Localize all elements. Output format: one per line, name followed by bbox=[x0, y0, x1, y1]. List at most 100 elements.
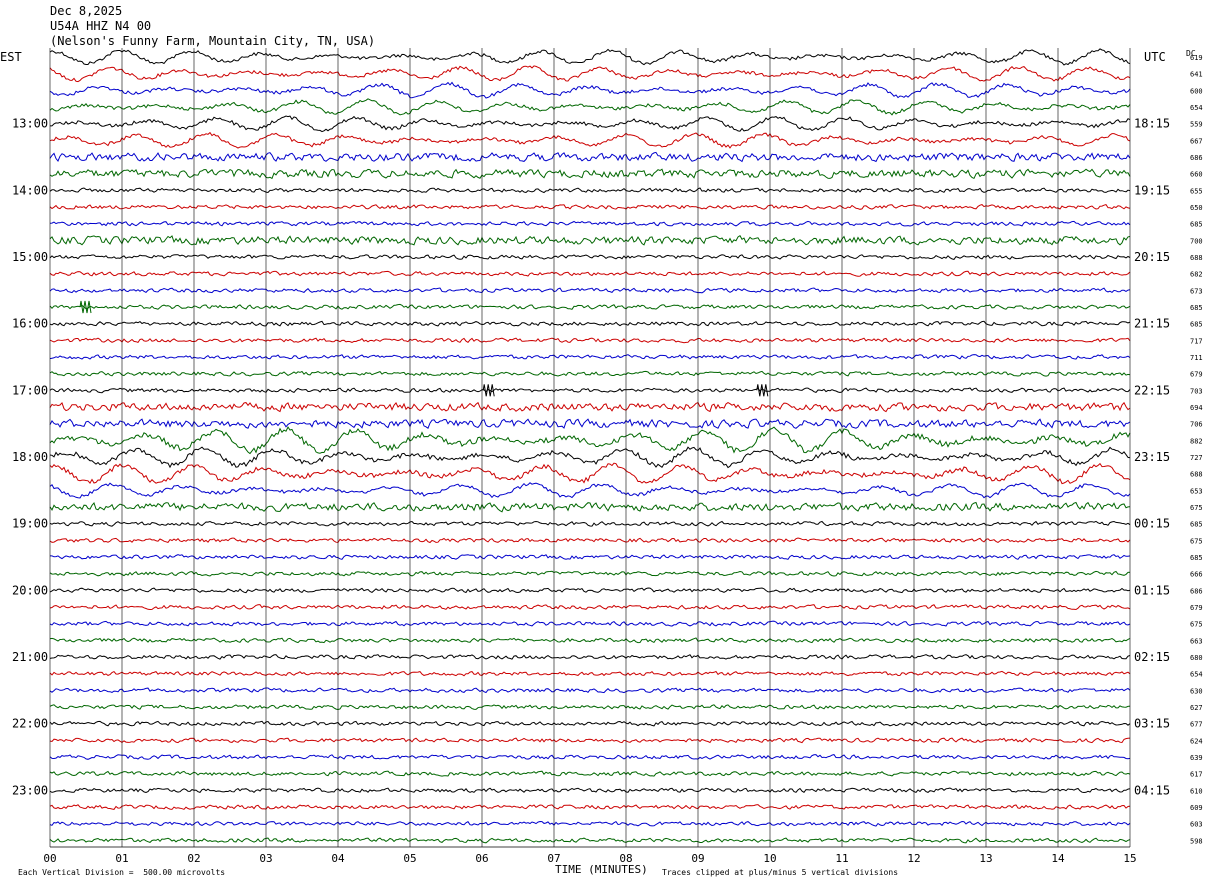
trace-line-22 bbox=[49, 418, 1131, 429]
utc-hour-label: 19:15 bbox=[1134, 183, 1170, 197]
utc-hour-label: 01:15 bbox=[1134, 583, 1170, 597]
x-tick-label: 15 bbox=[1123, 852, 1136, 865]
dc-offset-label: 675 bbox=[1190, 621, 1203, 629]
dc-offset-label: 675 bbox=[1190, 537, 1203, 545]
footer-clip-note: Traces clipped at plus/minus 5 vertical … bbox=[662, 868, 899, 877]
trace-line-10 bbox=[49, 220, 1131, 227]
trace-line-14 bbox=[49, 287, 1131, 294]
utc-hour-label: 21:15 bbox=[1134, 317, 1170, 331]
dc-offset-label: 685 bbox=[1190, 221, 1203, 229]
x-tick-label: 03 bbox=[259, 852, 272, 865]
est-hour-label: 16:00 bbox=[12, 317, 48, 331]
dc-offset-label: 630 bbox=[1190, 687, 1203, 695]
trace-line-19 bbox=[49, 370, 1131, 377]
dc-offset-label: 610 bbox=[1190, 787, 1203, 795]
dc-offset-label: 685 bbox=[1190, 304, 1203, 312]
trace-line-33 bbox=[49, 604, 1131, 611]
left-timezone-label: EST bbox=[0, 50, 22, 64]
trace-line-26 bbox=[49, 482, 1131, 499]
trace-line-46 bbox=[49, 820, 1131, 827]
utc-hour-label: 20:15 bbox=[1134, 250, 1170, 264]
x-tick-label: 05 bbox=[403, 852, 416, 865]
dc-offset-label: 688 bbox=[1190, 254, 1203, 262]
trace-line-40 bbox=[49, 720, 1131, 727]
event-burst-2 bbox=[756, 384, 769, 397]
dc-offset-label: 700 bbox=[1190, 237, 1203, 245]
dc-offset-label: 624 bbox=[1190, 737, 1203, 745]
trace-line-38 bbox=[49, 687, 1131, 694]
est-hour-label: 21:00 bbox=[12, 650, 48, 664]
dc-offset-label: 717 bbox=[1190, 337, 1203, 345]
utc-hour-label: 03:15 bbox=[1134, 717, 1170, 731]
header-station: U54A HHZ N4 00 bbox=[50, 19, 152, 33]
dc-offset-label: 685 bbox=[1190, 554, 1203, 562]
trace-line-9 bbox=[49, 204, 1131, 210]
dc-offset-label: 679 bbox=[1190, 371, 1203, 379]
est-hour-label: 20:00 bbox=[12, 583, 48, 597]
est-hour-label: 19:00 bbox=[12, 517, 48, 531]
utc-hour-label: 04:15 bbox=[1134, 783, 1170, 797]
dc-offset-label: 650 bbox=[1190, 204, 1203, 212]
trace-line-1 bbox=[49, 65, 1131, 83]
dc-offset-label: 559 bbox=[1190, 121, 1203, 129]
x-tick-label: 12 bbox=[907, 852, 920, 865]
dc-offset-label: 603 bbox=[1190, 821, 1203, 829]
trace-line-20 bbox=[49, 387, 1131, 394]
trace-line-23 bbox=[49, 426, 1131, 455]
x-tick-label: 13 bbox=[979, 852, 992, 865]
utc-hour-label: 02:15 bbox=[1134, 650, 1170, 664]
dc-offset-label: 694 bbox=[1190, 404, 1203, 412]
x-tick-label: 09 bbox=[691, 852, 704, 865]
x-tick-label: 11 bbox=[835, 852, 848, 865]
dc-offset-label: 617 bbox=[1190, 771, 1203, 779]
dc-offset-label: 654 bbox=[1190, 671, 1203, 679]
dc-offset-label: 667 bbox=[1190, 137, 1203, 145]
dc-offset-label: 675 bbox=[1190, 504, 1203, 512]
trace-line-16 bbox=[49, 320, 1131, 327]
trace-line-17 bbox=[49, 337, 1131, 344]
trace-line-12 bbox=[49, 254, 1131, 260]
x-tick-label: 14 bbox=[1051, 852, 1065, 865]
dc-offset-label: 685 bbox=[1190, 321, 1203, 329]
dc-offset-label: 686 bbox=[1190, 587, 1203, 595]
dc-offset-label: 609 bbox=[1190, 804, 1203, 812]
dc-offset-label: 686 bbox=[1190, 154, 1203, 162]
trace-line-37 bbox=[49, 670, 1131, 677]
header-date: Dec 8,2025 bbox=[50, 4, 123, 18]
x-tick-label: 07 bbox=[547, 852, 560, 865]
utc-hour-label: 18:15 bbox=[1134, 117, 1170, 131]
dc-offset-label: 655 bbox=[1190, 187, 1203, 195]
axis-labels: 619 641 600 654 559 667 686 660 655 650 685 700 688 6… bbox=[12, 54, 1203, 865]
est-hour-label: 18:00 bbox=[12, 450, 48, 464]
x-axis-title: TIME (MINUTES) bbox=[555, 863, 648, 876]
trace-line-21 bbox=[49, 401, 1131, 413]
trace-line-32 bbox=[49, 587, 1131, 594]
trace-line-29 bbox=[49, 537, 1131, 544]
trace-line-42 bbox=[49, 754, 1131, 760]
trace-line-41 bbox=[49, 737, 1131, 744]
x-tick-label: 01 bbox=[115, 852, 128, 865]
dc-offset-label: 682 bbox=[1190, 271, 1203, 279]
trace-line-43 bbox=[49, 770, 1131, 777]
grid-lines bbox=[49, 48, 1131, 848]
trace-line-45 bbox=[49, 804, 1131, 810]
dc-offset-label: 639 bbox=[1190, 754, 1203, 762]
utc-hour-label: 00:15 bbox=[1134, 517, 1170, 531]
trace-line-3 bbox=[49, 98, 1131, 116]
trace-line-11 bbox=[49, 234, 1131, 246]
trace-line-47 bbox=[49, 837, 1131, 844]
dc-offset-label: 706 bbox=[1190, 421, 1203, 429]
trace-line-39 bbox=[49, 704, 1131, 711]
event-burst-0 bbox=[79, 300, 92, 314]
dc-offset-label: 619 bbox=[1190, 54, 1203, 62]
trace-line-44 bbox=[49, 787, 1131, 794]
dc-offset-label: 653 bbox=[1190, 487, 1203, 495]
x-tick-label: 02 bbox=[187, 852, 200, 865]
dc-offset-label: 654 bbox=[1190, 104, 1203, 112]
trace-line-0 bbox=[49, 48, 1131, 66]
trace-group bbox=[49, 48, 1131, 844]
dc-offset-label: 660 bbox=[1190, 171, 1203, 179]
dc-column-label: DC bbox=[1186, 49, 1196, 58]
dc-offset-label: 673 bbox=[1190, 287, 1203, 295]
